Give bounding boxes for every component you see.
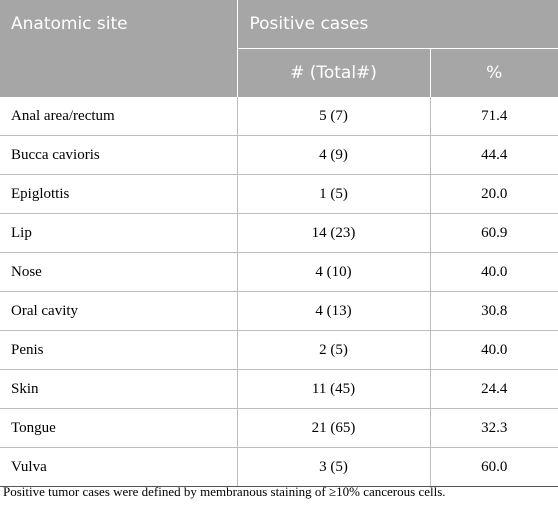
table-row: Bucca cavioris 4 (9) 44.4	[0, 135, 558, 175]
site-cell: Tongue	[0, 408, 238, 448]
table-row: Oral cavity 4 (13) 30.8	[0, 291, 558, 331]
percent-cell: 71.4	[430, 97, 558, 136]
site-cell: Skin	[0, 369, 238, 409]
table-header: Anatomic site Positive cases # (Total#) …	[0, 0, 558, 97]
site-cell: Bucca cavioris	[0, 135, 238, 175]
table-row: Penis 2 (5) 40.0	[0, 330, 558, 370]
site-cell: Epiglottis	[0, 174, 238, 214]
count-cell: 4 (9)	[237, 135, 431, 175]
site-cell: Lip	[0, 213, 238, 253]
percent-cell: 32.3	[430, 408, 558, 448]
table-body: Anal area/rectum 5 (7) 71.4 Bucca cavioris 4…	[0, 97, 558, 487]
percent-cell: 24.4	[430, 369, 558, 409]
count-cell: 14 (23)	[237, 213, 431, 253]
header-percent: %	[429, 48, 558, 97]
table-footnote: Positive tumor cases were defined by mem…	[3, 484, 446, 499]
table-row: Lip 14 (23) 60.9	[0, 213, 558, 253]
site-cell: Anal area/rectum	[0, 97, 238, 136]
count-cell: 2 (5)	[237, 330, 431, 370]
percent-cell: 60.0	[430, 447, 558, 487]
header-anatomic-site: Anatomic site	[0, 0, 237, 97]
count-cell: 4 (10)	[237, 252, 431, 292]
table-row: Vulva 3 (5) 60.0	[0, 447, 558, 487]
count-cell: 5 (7)	[237, 97, 431, 136]
header-positive-cases: Positive cases	[236, 0, 558, 49]
count-cell: 3 (5)	[237, 447, 431, 487]
site-cell: Vulva	[0, 447, 238, 487]
table-row: Tongue 21 (65) 32.3	[0, 408, 558, 448]
percent-cell: 30.8	[430, 291, 558, 331]
percent-cell: 40.0	[430, 252, 558, 292]
table-row: Epiglottis 1 (5) 20.0	[0, 174, 558, 214]
site-cell: Oral cavity	[0, 291, 238, 331]
table-row: Nose 4 (10) 40.0	[0, 252, 558, 292]
percent-cell: 20.0	[430, 174, 558, 214]
percent-cell: 44.4	[430, 135, 558, 175]
percent-cell: 60.9	[430, 213, 558, 253]
site-cell: Nose	[0, 252, 238, 292]
table-row: Skin 11 (45) 24.4	[0, 369, 558, 409]
site-cell: Penis	[0, 330, 238, 370]
header-total-count: # (Total#)	[236, 48, 430, 97]
data-table: Anatomic site Positive cases # (Total#) …	[0, 0, 558, 487]
percent-cell: 40.0	[430, 330, 558, 370]
count-cell: 11 (45)	[237, 369, 431, 409]
count-cell: 1 (5)	[237, 174, 431, 214]
table-row: Anal area/rectum 5 (7) 71.4	[0, 97, 558, 136]
count-cell: 21 (65)	[237, 408, 431, 448]
count-cell: 4 (13)	[237, 291, 431, 331]
